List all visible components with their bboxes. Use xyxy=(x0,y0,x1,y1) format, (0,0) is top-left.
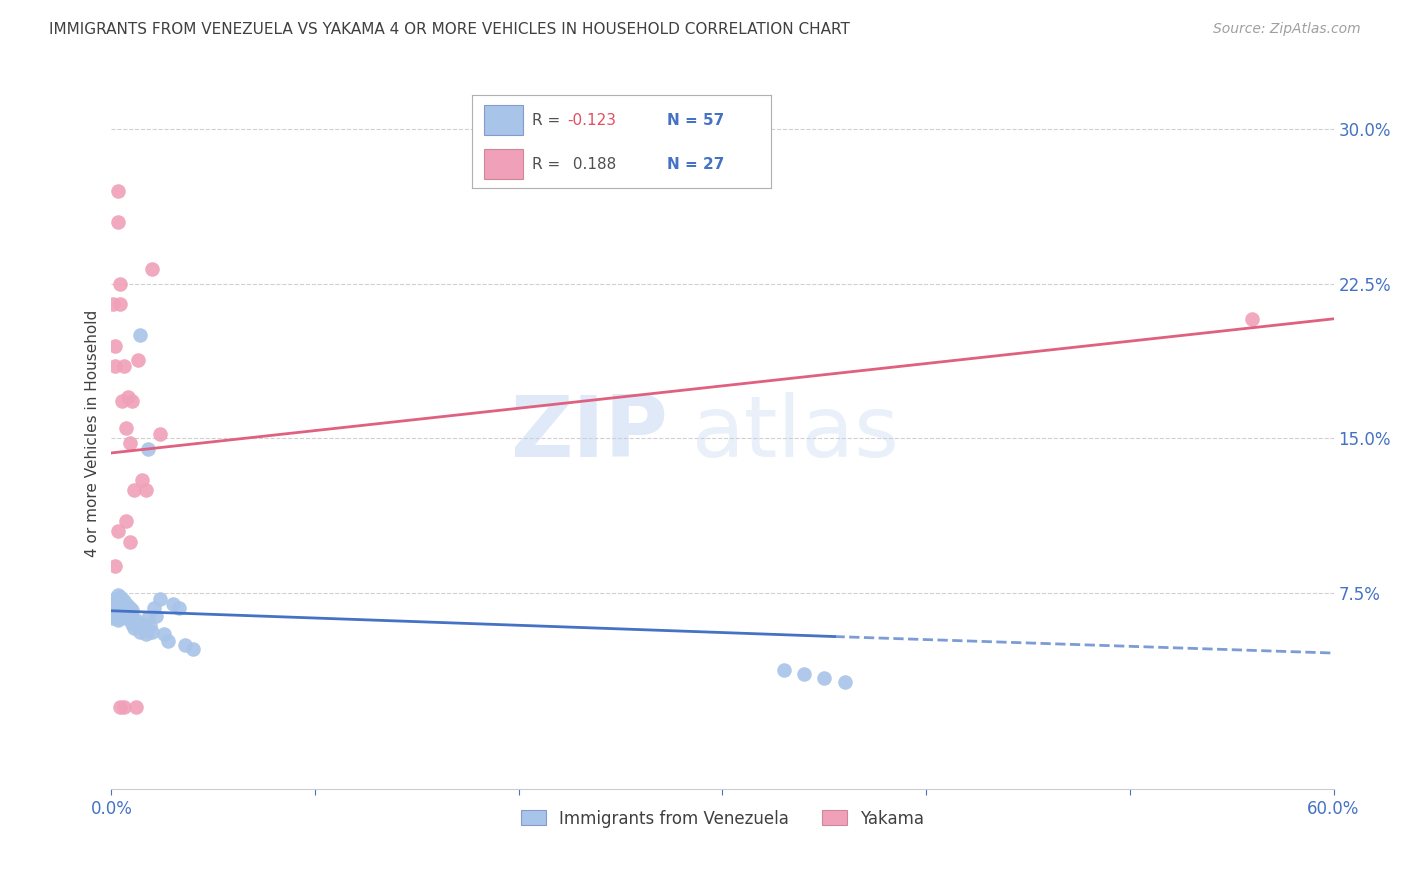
Point xyxy=(114,421,136,435)
Point xyxy=(121,603,143,617)
Text: Source: ZipAtlas.com: Source: ZipAtlas.com xyxy=(1213,22,1361,37)
Point xyxy=(121,611,143,625)
Point xyxy=(121,617,143,632)
Point xyxy=(125,613,148,627)
Point xyxy=(139,619,162,633)
Point xyxy=(112,603,135,617)
Point xyxy=(108,277,131,291)
Point xyxy=(118,435,141,450)
Point xyxy=(136,611,159,625)
Point xyxy=(104,559,127,574)
Point xyxy=(104,603,127,617)
Point xyxy=(122,621,145,635)
Point xyxy=(112,699,135,714)
Point xyxy=(107,184,129,198)
Point xyxy=(118,534,141,549)
Point xyxy=(1240,311,1263,326)
Point xyxy=(125,699,148,714)
Point xyxy=(107,607,129,621)
Point xyxy=(117,599,139,613)
Point xyxy=(107,524,129,539)
Point xyxy=(162,597,184,611)
Legend: Immigrants from Venezuela, Yakama: Immigrants from Venezuela, Yakama xyxy=(513,803,931,834)
Point xyxy=(110,394,132,409)
Point xyxy=(104,597,127,611)
Point xyxy=(104,608,127,623)
Point xyxy=(129,328,152,343)
Point xyxy=(141,262,163,277)
Point xyxy=(135,483,157,497)
Point xyxy=(108,599,131,613)
Point xyxy=(117,607,139,621)
Point xyxy=(143,600,166,615)
Point xyxy=(112,608,135,623)
Point xyxy=(136,442,159,456)
Point xyxy=(108,297,131,311)
Point xyxy=(107,613,129,627)
Point xyxy=(108,699,131,714)
Point xyxy=(772,663,794,677)
Point xyxy=(141,625,163,640)
Point xyxy=(114,597,136,611)
Y-axis label: 4 or more Vehicles in Household: 4 or more Vehicles in Household xyxy=(86,310,100,557)
Point xyxy=(167,600,190,615)
Point xyxy=(173,638,195,652)
Point xyxy=(127,619,149,633)
Point xyxy=(107,588,129,602)
Point xyxy=(834,675,856,690)
Point xyxy=(103,605,125,619)
Point xyxy=(110,607,132,621)
Point xyxy=(108,605,131,619)
Point xyxy=(114,611,136,625)
Point xyxy=(145,608,167,623)
Point xyxy=(121,394,143,409)
Point xyxy=(118,608,141,623)
Point xyxy=(108,611,131,625)
Point xyxy=(104,359,127,374)
Point xyxy=(181,641,204,656)
Point xyxy=(149,592,172,607)
Point xyxy=(813,671,835,685)
Point xyxy=(793,666,815,681)
Point xyxy=(118,600,141,615)
Point xyxy=(112,594,135,608)
Point xyxy=(110,600,132,615)
Point xyxy=(103,297,125,311)
Point xyxy=(131,473,153,487)
Point xyxy=(104,338,127,352)
Text: ZIP: ZIP xyxy=(510,392,668,475)
Point xyxy=(122,483,145,497)
Point xyxy=(103,600,125,615)
Point xyxy=(108,591,131,605)
Point xyxy=(153,627,176,641)
Text: IMMIGRANTS FROM VENEZUELA VS YAKAMA 4 OR MORE VEHICLES IN HOUSEHOLD CORRELATION : IMMIGRANTS FROM VENEZUELA VS YAKAMA 4 OR… xyxy=(49,22,851,37)
Point xyxy=(103,611,125,625)
Point xyxy=(129,625,152,640)
Point xyxy=(117,390,139,404)
Point xyxy=(157,633,180,648)
Point xyxy=(135,627,157,641)
Point xyxy=(131,617,153,632)
Point xyxy=(110,592,132,607)
Point xyxy=(149,427,172,442)
Point xyxy=(107,600,129,615)
Point xyxy=(114,514,136,528)
Point xyxy=(127,353,149,368)
Point xyxy=(132,621,155,635)
Point xyxy=(107,594,129,608)
Point xyxy=(107,215,129,229)
Point xyxy=(104,592,127,607)
Point xyxy=(112,359,135,374)
Text: atlas: atlas xyxy=(692,392,900,475)
Point xyxy=(114,605,136,619)
